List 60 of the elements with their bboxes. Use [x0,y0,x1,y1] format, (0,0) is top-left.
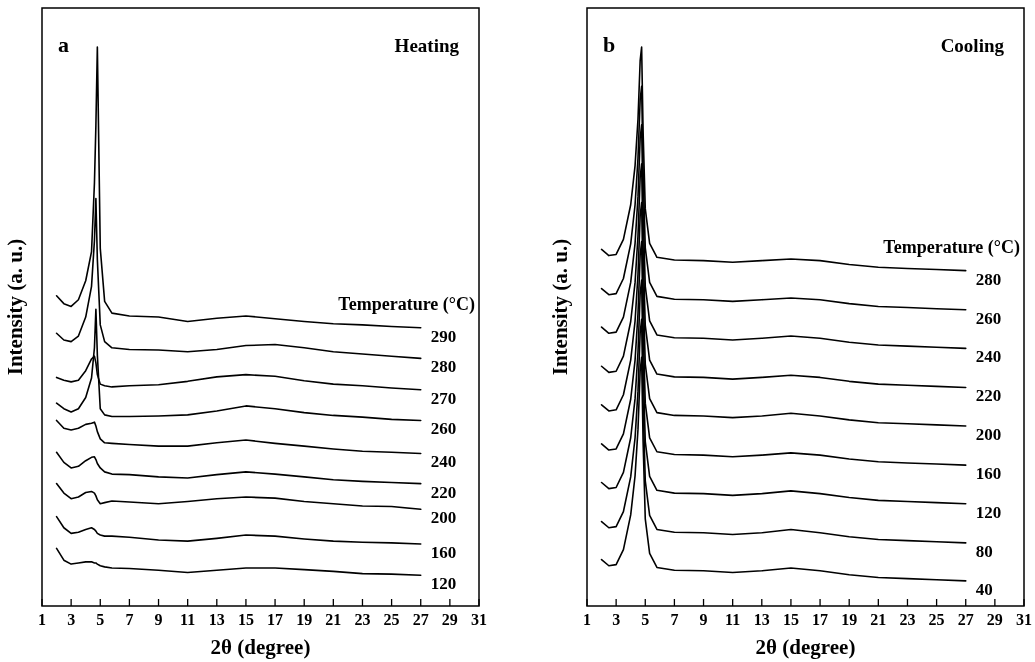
x-axis-title: 2θ (degree) [755,635,856,659]
x-tick-label: 31 [471,611,487,628]
series-label: 280 [430,357,457,377]
chart-title: Cooling [940,35,1005,56]
x-tick-label: 15 [782,611,799,628]
series-label: 240 [975,347,1002,367]
x-tick-label: 25 [928,611,945,628]
x-tick-label: 11 [180,611,196,628]
x-tick-label: 5 [96,611,105,628]
x-axis-title: 2θ (degree) [210,635,311,659]
series-label: 220 [430,482,457,502]
series-label: 160 [975,464,1002,484]
series-label: 220 [975,386,1002,406]
annotation: b [603,32,616,57]
x-tick-label: 7 [670,611,679,628]
x-tick-label: 25 [383,611,400,628]
series-label: 270 [430,388,457,408]
x-tick-label: 3 [612,611,621,628]
x-tick-label: 9 [699,611,708,628]
x-tick-label: 19 [296,611,313,628]
x-tick-label: 17 [267,611,284,628]
x-tick-label: 23 [354,611,371,628]
series-label: 260 [975,308,1002,328]
series-label: 160 [430,542,457,562]
x-tick-label: 21 [870,611,887,628]
y-axis-title: Intensity (a. u.) [548,238,572,376]
x-tick-label: 23 [899,611,916,628]
x-tick-label: 11 [725,611,741,628]
series-label: 120 [975,502,1002,522]
series-label: 280 [975,269,1002,289]
x-tick-label: 5 [641,611,650,628]
legend-title: Temperature (°C) [883,236,1020,258]
x-tick-label: 27 [412,611,429,628]
x-tick-label: 1 [583,611,591,628]
x-tick-label: 15 [237,611,254,628]
x-tick-label: 7 [125,611,134,628]
series-label: 200 [975,425,1002,445]
x-tick-label: 21 [325,611,342,628]
chart-title: Heating [394,35,460,56]
series-label: 40 [975,579,993,599]
x-tick-label: 19 [841,611,858,628]
x-tick-label: 13 [753,611,770,628]
series-label: 200 [430,508,457,528]
series-label: 260 [430,419,457,439]
x-tick-label: 1 [38,611,46,628]
y-axis-title: Intensity (a. u.) [3,238,27,376]
x-tick-label: 9 [154,611,163,628]
annotation: a [58,32,69,57]
series-label: 120 [430,574,457,594]
x-tick-label: 31 [1016,611,1032,628]
x-tick-label: 27 [957,611,974,628]
x-tick-label: 17 [812,611,829,628]
series-label: 240 [430,452,457,472]
x-tick-label: 13 [208,611,225,628]
series-label: 80 [975,541,993,561]
legend-title: Temperature (°C) [338,293,475,315]
x-tick-label: 3 [67,611,76,628]
x-tick-label: 29 [986,611,1003,628]
series-label: 290 [430,326,457,346]
x-tick-label: 29 [441,611,458,628]
